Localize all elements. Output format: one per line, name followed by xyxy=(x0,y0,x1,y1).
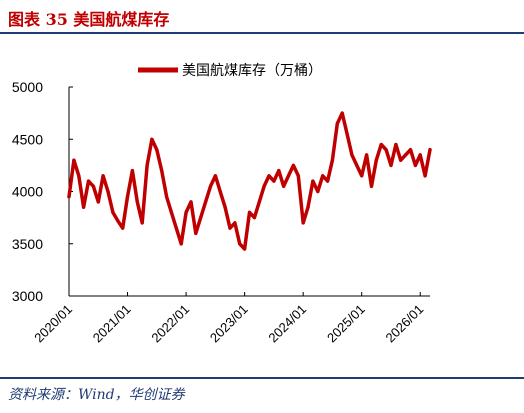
data-point xyxy=(350,153,354,157)
data-point xyxy=(179,242,183,246)
data-point xyxy=(208,184,213,188)
data-point xyxy=(311,179,315,183)
data-point xyxy=(194,231,198,235)
data-point xyxy=(67,195,71,199)
x-tick-label: 2021/01 xyxy=(90,302,134,346)
data-point xyxy=(238,242,242,246)
data-point xyxy=(384,148,388,152)
data-point xyxy=(360,174,364,178)
x-tick-label: 2020/01 xyxy=(31,302,75,346)
data-point xyxy=(296,174,300,178)
data-point xyxy=(286,174,291,178)
data-point xyxy=(204,200,208,204)
data-point xyxy=(96,200,100,204)
data-point xyxy=(130,169,134,173)
y-tick-label: 3500 xyxy=(12,236,43,252)
y-tick-label: 4000 xyxy=(12,184,43,200)
y-tick-label: 4500 xyxy=(12,131,43,147)
data-point xyxy=(91,184,95,188)
data-point xyxy=(335,122,339,126)
x-tick-label: 2022/01 xyxy=(148,302,192,346)
data-point xyxy=(340,111,344,115)
legend-label: 美国航煤库存（万桶） xyxy=(182,63,322,79)
data-point xyxy=(369,184,374,188)
x-tick-label: 2025/01 xyxy=(324,302,368,346)
data-point xyxy=(116,219,120,223)
data-point xyxy=(169,210,173,214)
x-tick-label: 2023/01 xyxy=(207,302,251,346)
data-point xyxy=(379,142,383,147)
y-tick-label: 5000 xyxy=(12,79,43,95)
data-point xyxy=(228,226,232,230)
data-point xyxy=(257,200,261,204)
data-point xyxy=(160,169,164,173)
y-tick-label: 3000 xyxy=(12,288,43,304)
data-point xyxy=(408,148,413,152)
data-point xyxy=(345,132,349,136)
data-point xyxy=(404,153,408,157)
data-point xyxy=(101,174,105,178)
data-point xyxy=(291,163,295,167)
source-note: 资料来源：Wind，华创证券 xyxy=(8,387,185,403)
line-chart: 3000 3500 4000 4500 5000 2020/01 2021/01 2022/0… xyxy=(12,63,432,345)
data-point xyxy=(243,247,247,251)
data-point xyxy=(247,210,252,214)
data-point xyxy=(155,148,159,152)
data-point xyxy=(111,210,115,214)
data-point xyxy=(174,226,178,230)
data-point xyxy=(140,221,144,225)
data-point xyxy=(82,205,86,209)
data-point xyxy=(413,163,417,167)
data-point xyxy=(394,142,398,147)
data-point xyxy=(277,169,281,173)
data-point xyxy=(272,179,276,183)
data-point xyxy=(165,195,169,199)
data-point xyxy=(389,163,393,167)
data-point xyxy=(145,163,149,167)
data-point xyxy=(374,158,378,162)
data-point xyxy=(267,174,271,178)
data-point xyxy=(262,184,266,188)
bottom-rule xyxy=(0,377,524,379)
data-point xyxy=(150,137,154,141)
data-point xyxy=(223,205,227,209)
data-point xyxy=(218,189,222,194)
data-point xyxy=(282,184,286,188)
x-tick-label: 2024/01 xyxy=(265,302,309,346)
data-point xyxy=(199,216,203,220)
data-point xyxy=(326,179,330,183)
data-point xyxy=(418,153,422,157)
figure-title: 图表 35 美国航煤库存 xyxy=(8,10,170,29)
legend: 美国航煤库存（万桶） xyxy=(138,63,322,79)
data-point xyxy=(72,158,76,162)
data-point xyxy=(77,174,81,178)
data-point xyxy=(189,200,193,204)
data-point xyxy=(423,174,427,178)
data-point xyxy=(306,205,310,209)
data-point xyxy=(399,158,403,162)
data-point xyxy=(316,189,320,194)
data-point xyxy=(428,148,432,152)
data-point xyxy=(355,163,359,167)
data-point xyxy=(330,158,334,162)
data-point xyxy=(301,221,305,225)
data-point xyxy=(125,195,130,199)
data-point xyxy=(321,174,325,178)
data-point xyxy=(184,210,188,214)
data-point xyxy=(233,221,237,225)
plot-area xyxy=(67,111,432,251)
top-rule xyxy=(0,32,524,34)
data-point xyxy=(106,189,110,194)
data-point xyxy=(135,200,139,204)
x-tick-label: 2026/01 xyxy=(383,302,427,346)
data-point xyxy=(121,226,125,230)
data-point xyxy=(86,179,91,183)
chart-axes: 3000 3500 4000 4500 5000 2020/01 2021/01 2022/0… xyxy=(12,79,430,345)
data-point xyxy=(213,174,217,178)
data-point xyxy=(252,216,256,220)
data-point xyxy=(365,153,369,157)
